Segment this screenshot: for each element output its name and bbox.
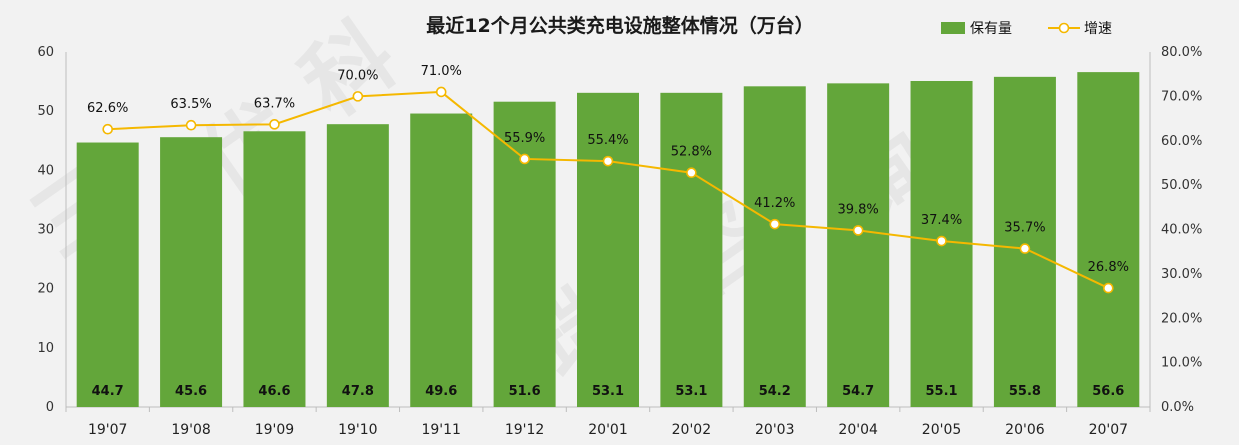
bar-data-label: 45.6	[175, 384, 207, 399]
x-tick-label: 19'08	[171, 422, 210, 438]
bar	[160, 137, 223, 407]
left-tick-label: 60	[37, 45, 54, 60]
chart-title: 最近12个月公共类充电设施整体情况（万台）	[426, 14, 813, 37]
right-tick-label: 70.0%	[1161, 89, 1202, 104]
growth-point	[936, 235, 947, 247]
left-tick-label: 10	[37, 341, 54, 356]
growth-point	[602, 155, 614, 167]
bar	[743, 86, 806, 408]
bar	[410, 113, 473, 408]
bar	[827, 83, 890, 407]
bar	[1077, 72, 1140, 407]
bar	[243, 131, 306, 408]
growth-point	[1103, 282, 1114, 294]
x-tick-label: 19'10	[338, 422, 377, 438]
growth-point	[769, 218, 781, 230]
bar	[76, 142, 139, 407]
growth-data-label: 71.0%	[421, 64, 462, 79]
legend-swatch-bar	[941, 22, 965, 34]
growth-point	[435, 86, 447, 98]
right-tick-label: 50.0%	[1161, 178, 1202, 193]
x-tick-label: 20'06	[1005, 422, 1045, 438]
line-series: 62.6% 63.5% 63.7% 70.0% 71.0% 55.9% 55.4% 52.8%…	[87, 64, 1129, 294]
right-tick-label: 30.0%	[1161, 267, 1202, 282]
growth-data-label: 26.8%	[1088, 260, 1129, 275]
legend-swatch-marker	[1058, 22, 1070, 34]
bar	[493, 101, 556, 407]
growth-data-label: 37.4%	[921, 213, 962, 228]
right-tick-label: 10.0%	[1161, 356, 1202, 371]
growth-point	[352, 91, 364, 102]
growth-point	[102, 123, 113, 135]
growth-data-label: 63.5%	[170, 97, 211, 112]
left-tick-label: 20	[37, 282, 54, 297]
growth-data-label: 70.0%	[337, 68, 378, 83]
bar	[660, 92, 723, 407]
bar-data-label: 53.1	[675, 384, 707, 399]
growth-data-label: 55.9%	[504, 131, 545, 146]
right-tick-label: 80.0%	[1161, 45, 1202, 60]
legend-label-line: 增速	[1084, 21, 1112, 37]
bar	[577, 92, 639, 407]
bar-series: 44.7 45.6 46.6 47.8 49.6 51.6 53.1 53.1 54.2 54.7…	[76, 72, 1140, 408]
growth-point	[686, 167, 697, 178]
bar-data-label: 55.1	[925, 384, 957, 399]
right-tick-label: 0.0%	[1161, 400, 1194, 415]
x-tick-label: 20'01	[588, 422, 627, 438]
legend-label-bar: 保有量	[970, 21, 1012, 37]
watermark: 三优科瑞咨询	[13, 2, 954, 397]
left-tick-label: 30	[37, 223, 54, 238]
x-tick-label: 20'03	[755, 422, 794, 438]
right-tick-label: 40.0%	[1161, 223, 1202, 238]
growth-data-label: 55.4%	[587, 133, 628, 148]
bar-data-label: 49.6	[425, 384, 457, 399]
growth-data-label: 52.8%	[671, 145, 712, 160]
x-tick-label: 20'07	[1089, 422, 1128, 438]
growth-point	[519, 153, 530, 165]
growth-data-label: 63.7%	[254, 96, 295, 111]
bar-data-label: 44.7	[92, 384, 124, 399]
left-tick-label: 0	[46, 400, 54, 415]
x-tick-label: 19'12	[505, 422, 544, 438]
legend: 保有量 增速	[941, 21, 1112, 37]
growth-data-label: 62.6%	[87, 101, 128, 116]
x-tick-label: 19'11	[421, 422, 460, 438]
x-tick-label: 19'07	[88, 422, 127, 438]
growth-data-label: 41.2%	[754, 196, 795, 211]
growth-point	[185, 119, 197, 131]
bar-data-label: 53.1	[592, 384, 624, 399]
right-tick-label: 60.0%	[1161, 134, 1202, 149]
x-tick-label: 20'04	[838, 422, 878, 438]
left-tick-label: 40	[37, 163, 54, 178]
growth-data-label: 35.7%	[1004, 221, 1045, 236]
growth-point	[1019, 243, 1031, 254]
growth-point	[269, 119, 280, 130]
x-tick-label: 19'09	[255, 422, 294, 438]
bar-data-label: 47.8	[342, 384, 374, 399]
bar-data-label: 54.2	[759, 384, 791, 399]
bar	[993, 76, 1056, 407]
bar-data-label: 56.6	[1092, 384, 1124, 399]
growth-point	[852, 225, 864, 236]
x-tick-label: 20'05	[922, 422, 961, 438]
bar	[326, 124, 389, 407]
x-tick-label: 20'02	[672, 422, 711, 438]
right-tick-label: 20.0%	[1161, 311, 1202, 326]
bar-data-label: 54.7	[842, 384, 874, 399]
growth-data-label: 39.8%	[837, 202, 878, 217]
bar-data-label: 55.8	[1009, 384, 1041, 399]
left-tick-label: 50	[37, 104, 54, 119]
bar-data-label: 51.6	[509, 384, 541, 399]
bar-data-label: 46.6	[258, 384, 290, 399]
